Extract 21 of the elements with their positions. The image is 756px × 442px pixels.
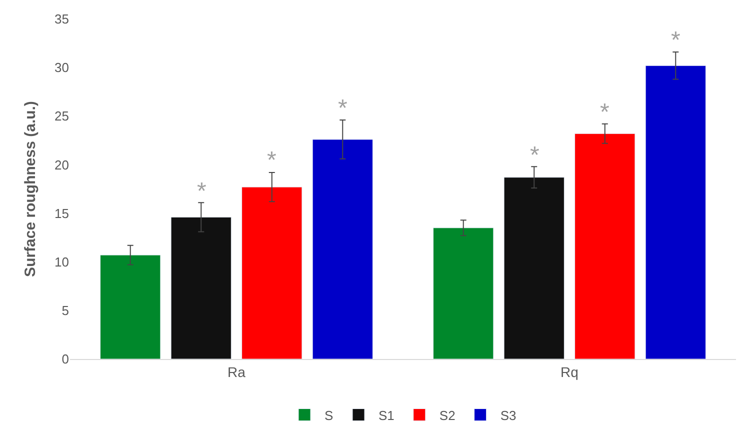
legend-label: S3 [500, 408, 516, 423]
y-tick-label: 25 [54, 108, 69, 124]
data-label: * [600, 99, 610, 126]
data-label: * [267, 147, 276, 174]
data-label: * [530, 142, 540, 169]
y-tick-label: 0 [62, 352, 69, 367]
y-tick-label: 20 [54, 157, 69, 172]
y-tick-label: 10 [54, 254, 69, 270]
legend-label: S1 [378, 408, 394, 423]
y-tick-label: 15 [54, 206, 69, 221]
data-label: * [338, 95, 348, 122]
y-tick-label: 30 [54, 60, 69, 76]
y-tick-label: 35 [54, 12, 69, 27]
y-tick-label: 5 [62, 302, 69, 318]
legend-label: S [324, 408, 334, 423]
x-tick-label: Ra [228, 364, 246, 380]
y-axis-title: Surface roughness (a.u.) [22, 101, 39, 277]
data-label: * [197, 178, 206, 205]
legend-label: S2 [439, 408, 456, 423]
data-label: * [671, 27, 680, 54]
x-tick-label: Rq [560, 364, 578, 380]
